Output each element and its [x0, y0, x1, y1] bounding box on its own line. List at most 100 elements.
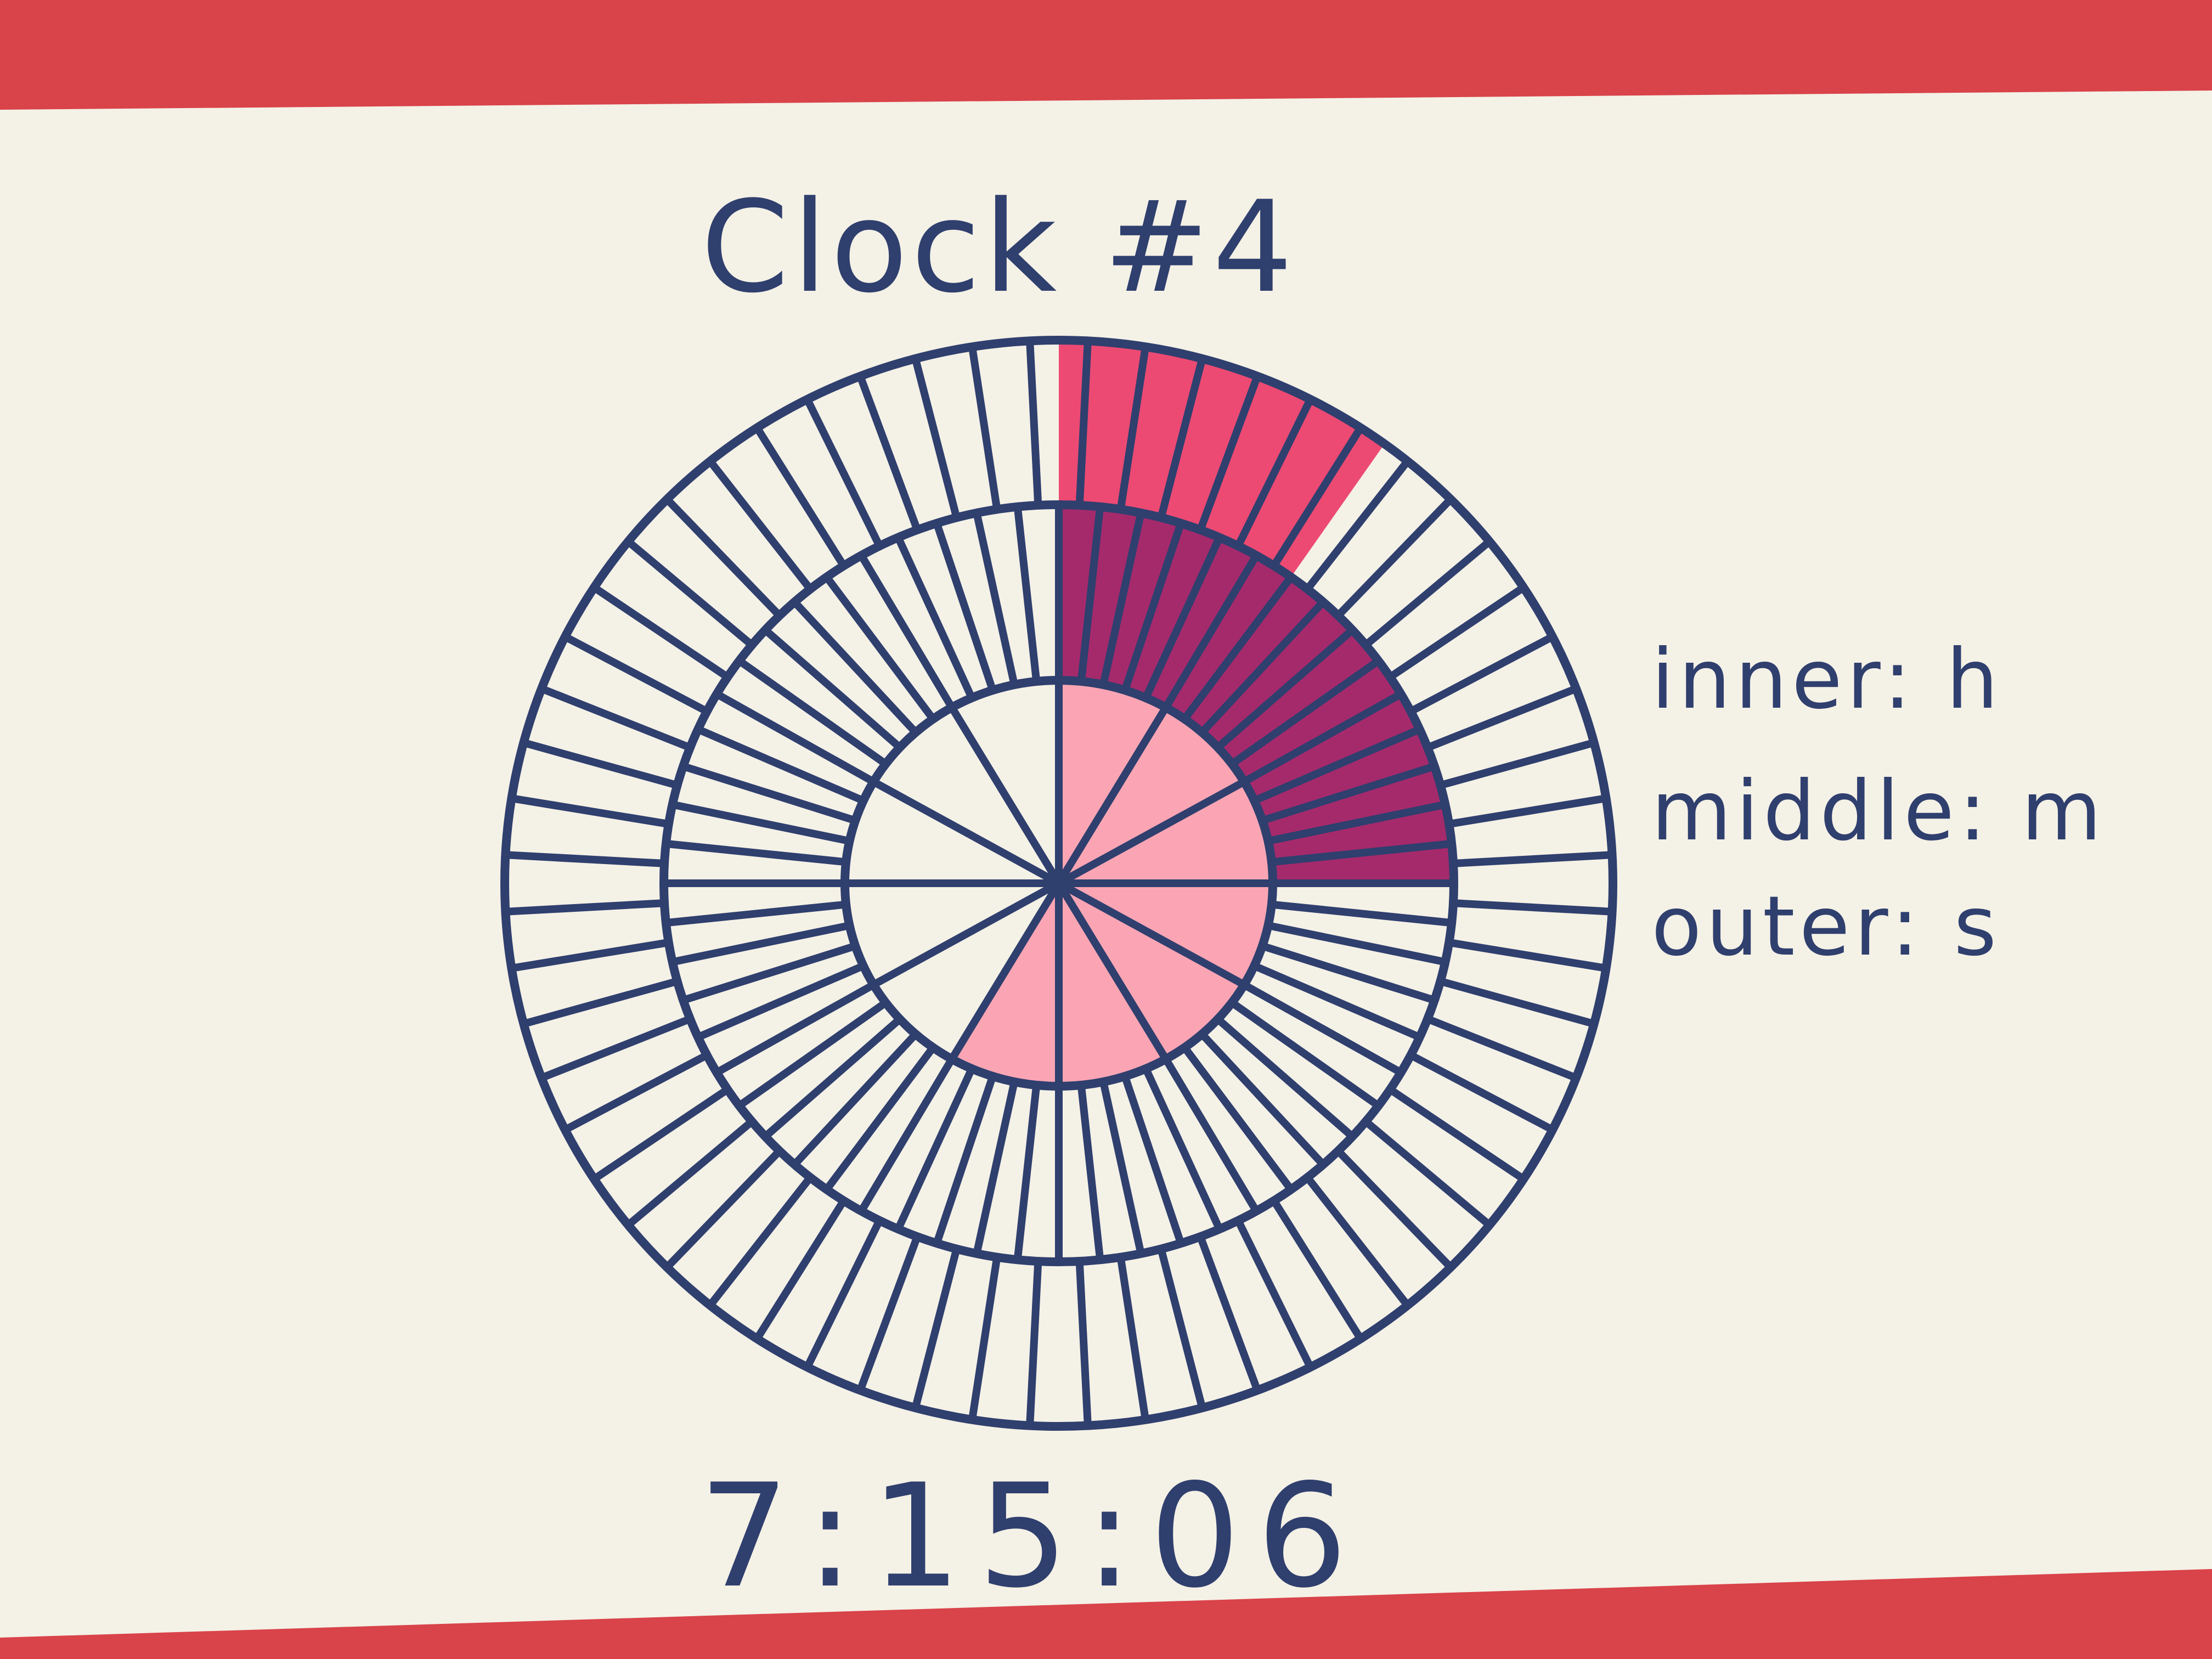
- minute-tick: [1264, 921, 1449, 966]
- hour-spoke: [1055, 879, 1170, 1063]
- minute-tick: [933, 1072, 997, 1248]
- second-tick: [561, 633, 711, 715]
- second-tick: [1304, 457, 1412, 593]
- second-tick: [1157, 354, 1206, 522]
- second-tick: [1116, 1253, 1149, 1424]
- minute-tick: [1099, 1077, 1145, 1257]
- second-tick: [590, 583, 732, 681]
- second-tick: [1436, 977, 1598, 1028]
- minute-tick: [791, 598, 920, 737]
- minute-tick: [822, 1043, 937, 1194]
- outer-ring: [500, 336, 1617, 1431]
- second-tick: [1334, 495, 1455, 620]
- minute-tick: [1250, 725, 1424, 805]
- second-tick: [1270, 424, 1365, 570]
- second-tick: [538, 685, 694, 752]
- legend-inner: inner: h: [1651, 632, 2002, 727]
- second-tick: [1197, 372, 1261, 534]
- second-tick: [561, 1051, 711, 1134]
- second-tick: [1445, 794, 1610, 828]
- inner-ring: [840, 676, 1277, 1091]
- minute-tick: [933, 519, 997, 695]
- second-tick: [1234, 1216, 1314, 1372]
- minute-tick: [679, 762, 860, 825]
- second-tick: [663, 1147, 783, 1272]
- minute-tick: [713, 690, 878, 786]
- second-tick: [590, 1085, 732, 1183]
- second-tick: [1304, 1173, 1412, 1310]
- second-tick: [624, 1118, 756, 1229]
- second-tick: [501, 851, 668, 867]
- minute-tick: [1077, 503, 1104, 686]
- minute-tick: [1258, 762, 1438, 825]
- second-tick: [1197, 1233, 1261, 1395]
- hour-spoke: [1055, 703, 1170, 887]
- hour-spoke: [870, 879, 1063, 989]
- second-tick: [1436, 738, 1598, 789]
- second-tick: [1386, 583, 1528, 681]
- minute-tick: [894, 533, 976, 702]
- minute-tick: [1240, 690, 1405, 786]
- minute-tick: [1142, 533, 1223, 702]
- minute-tick: [668, 921, 854, 966]
- minute-tick: [761, 1015, 904, 1141]
- minute-tick: [694, 962, 867, 1041]
- second-tick: [507, 794, 673, 828]
- second-tick: [1449, 899, 1616, 916]
- minute-tick: [1013, 503, 1041, 686]
- second-tick: [1424, 1015, 1580, 1082]
- second-tick: [1116, 343, 1149, 514]
- minute-tick: [1142, 1065, 1223, 1233]
- minute-tick: [1121, 519, 1185, 695]
- second-tick: [968, 343, 1001, 514]
- second-tick: [706, 1173, 814, 1310]
- minute-tick: [1258, 942, 1438, 1005]
- minute-tick: [1198, 1030, 1327, 1169]
- minute-tick: [694, 725, 867, 805]
- minute-tick: [1121, 1072, 1185, 1248]
- hour-spoke: [1055, 778, 1248, 887]
- second-tick: [1075, 1257, 1092, 1430]
- minute-tick: [1264, 800, 1449, 845]
- minute-tick: [791, 1030, 920, 1169]
- hour-spoke: [870, 778, 1063, 887]
- second-tick: [911, 354, 961, 522]
- middle-ring: [659, 500, 1458, 1266]
- time-readout: 7:15:06: [699, 1454, 1364, 1620]
- second-tick: [1234, 395, 1314, 550]
- minute-tick: [1099, 509, 1145, 689]
- minute-tick: [735, 657, 890, 768]
- legend-outer: outer: s: [1651, 879, 2001, 974]
- minute-tick: [1198, 598, 1327, 737]
- second-tick: [968, 1253, 1001, 1424]
- minute-tick: [973, 1077, 1018, 1257]
- second-tick: [1075, 337, 1092, 509]
- second-tick: [753, 1197, 848, 1343]
- minute-tick: [679, 942, 860, 1005]
- minute-tick: [735, 998, 890, 1110]
- second-tick: [1026, 337, 1042, 509]
- legend-middle: middle: m: [1651, 764, 2106, 859]
- second-tick: [911, 1245, 961, 1412]
- clock-rings: [500, 336, 1617, 1431]
- minute-tick: [761, 626, 904, 752]
- minute-tick: [1013, 1081, 1041, 1264]
- minute-tick: [857, 1055, 956, 1215]
- clock-ticks: [501, 337, 1616, 1430]
- hour-spoke: [948, 703, 1063, 887]
- second-tick: [1362, 1118, 1493, 1229]
- second-tick: [1026, 1257, 1042, 1430]
- minute-tick: [1267, 900, 1456, 927]
- legend: inner: h middle: m outer: s: [1651, 632, 2106, 974]
- second-tick: [1424, 685, 1580, 752]
- second-tick: [538, 1015, 694, 1082]
- minute-tick: [1250, 962, 1424, 1041]
- minute-tick: [1240, 981, 1405, 1076]
- second-tick: [706, 457, 814, 593]
- second-tick: [501, 899, 668, 916]
- second-tick: [803, 395, 884, 550]
- second-tick: [1407, 1051, 1556, 1134]
- second-tick: [1445, 938, 1610, 972]
